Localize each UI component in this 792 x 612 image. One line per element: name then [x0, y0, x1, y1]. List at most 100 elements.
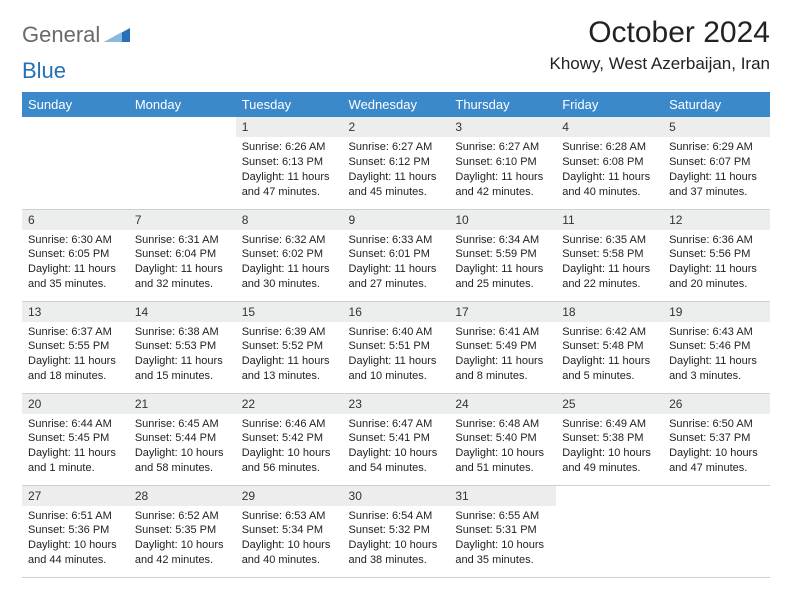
calendar-cell: 5Sunrise: 6:29 AMSunset: 6:07 PMDaylight… — [663, 117, 770, 209]
daylight-text: Daylight: 10 hours and 54 minutes. — [349, 446, 444, 476]
day-number: 5 — [663, 117, 770, 137]
calendar-cell: 15Sunrise: 6:39 AMSunset: 5:52 PMDayligh… — [236, 301, 343, 393]
calendar-cell: 26Sunrise: 6:50 AMSunset: 5:37 PMDayligh… — [663, 393, 770, 485]
logo: General — [22, 22, 132, 48]
day-body: Sunrise: 6:42 AMSunset: 5:48 PMDaylight:… — [556, 322, 663, 388]
day-number: 4 — [556, 117, 663, 137]
sunrise-text: Sunrise: 6:37 AM — [28, 325, 123, 340]
day-body: Sunrise: 6:32 AMSunset: 6:02 PMDaylight:… — [236, 230, 343, 296]
day-body: Sunrise: 6:37 AMSunset: 5:55 PMDaylight:… — [22, 322, 129, 388]
day-number: 16 — [343, 302, 450, 322]
calendar-cell: 30Sunrise: 6:54 AMSunset: 5:32 PMDayligh… — [343, 485, 450, 577]
day-body: Sunrise: 6:27 AMSunset: 6:10 PMDaylight:… — [449, 137, 556, 203]
daylight-text: Daylight: 11 hours and 1 minute. — [28, 446, 123, 476]
calendar-cell: 19Sunrise: 6:43 AMSunset: 5:46 PMDayligh… — [663, 301, 770, 393]
day-body: Sunrise: 6:28 AMSunset: 6:08 PMDaylight:… — [556, 137, 663, 203]
calendar-cell: 24Sunrise: 6:48 AMSunset: 5:40 PMDayligh… — [449, 393, 556, 485]
sunset-text: Sunset: 5:42 PM — [242, 431, 337, 446]
day-number: 19 — [663, 302, 770, 322]
day-body: Sunrise: 6:46 AMSunset: 5:42 PMDaylight:… — [236, 414, 343, 480]
day-number: 31 — [449, 486, 556, 506]
day-body: Sunrise: 6:45 AMSunset: 5:44 PMDaylight:… — [129, 414, 236, 480]
weekday-header: Thursday — [449, 92, 556, 117]
day-number: 26 — [663, 394, 770, 414]
calendar-head: SundayMondayTuesdayWednesdayThursdayFrid… — [22, 92, 770, 117]
sunset-text: Sunset: 5:52 PM — [242, 339, 337, 354]
daylight-text: Daylight: 11 hours and 27 minutes. — [349, 262, 444, 292]
daylight-text: Daylight: 11 hours and 45 minutes. — [349, 170, 444, 200]
daylight-text: Daylight: 10 hours and 44 minutes. — [28, 538, 123, 568]
sunset-text: Sunset: 5:55 PM — [28, 339, 123, 354]
calendar-cell: 31Sunrise: 6:55 AMSunset: 5:31 PMDayligh… — [449, 485, 556, 577]
daylight-text: Daylight: 11 hours and 25 minutes. — [455, 262, 550, 292]
calendar-cell: 9Sunrise: 6:33 AMSunset: 6:01 PMDaylight… — [343, 209, 450, 301]
calendar-cell: 23Sunrise: 6:47 AMSunset: 5:41 PMDayligh… — [343, 393, 450, 485]
day-number: 7 — [129, 210, 236, 230]
day-number: 30 — [343, 486, 450, 506]
daylight-text: Daylight: 11 hours and 30 minutes. — [242, 262, 337, 292]
daylight-text: Daylight: 10 hours and 58 minutes. — [135, 446, 230, 476]
sunrise-text: Sunrise: 6:30 AM — [28, 233, 123, 248]
daylight-text: Daylight: 11 hours and 35 minutes. — [28, 262, 123, 292]
sunset-text: Sunset: 5:46 PM — [669, 339, 764, 354]
sunrise-text: Sunrise: 6:50 AM — [669, 417, 764, 432]
day-number: 8 — [236, 210, 343, 230]
daylight-text: Daylight: 10 hours and 42 minutes. — [135, 538, 230, 568]
day-number: 12 — [663, 210, 770, 230]
sunset-text: Sunset: 5:48 PM — [562, 339, 657, 354]
day-body: Sunrise: 6:41 AMSunset: 5:49 PMDaylight:… — [449, 322, 556, 388]
calendar-cell: 2Sunrise: 6:27 AMSunset: 6:12 PMDaylight… — [343, 117, 450, 209]
day-body: Sunrise: 6:27 AMSunset: 6:12 PMDaylight:… — [343, 137, 450, 203]
day-body: Sunrise: 6:44 AMSunset: 5:45 PMDaylight:… — [22, 414, 129, 480]
calendar-cell: 12Sunrise: 6:36 AMSunset: 5:56 PMDayligh… — [663, 209, 770, 301]
calendar-cell: 4Sunrise: 6:28 AMSunset: 6:08 PMDaylight… — [556, 117, 663, 209]
sunset-text: Sunset: 5:32 PM — [349, 523, 444, 538]
sunrise-text: Sunrise: 6:40 AM — [349, 325, 444, 340]
sunset-text: Sunset: 6:07 PM — [669, 155, 764, 170]
sunrise-text: Sunrise: 6:45 AM — [135, 417, 230, 432]
sunset-text: Sunset: 6:08 PM — [562, 155, 657, 170]
weekday-header: Tuesday — [236, 92, 343, 117]
day-number: 28 — [129, 486, 236, 506]
day-number: 29 — [236, 486, 343, 506]
daylight-text: Daylight: 11 hours and 10 minutes. — [349, 354, 444, 384]
daylight-text: Daylight: 11 hours and 8 minutes. — [455, 354, 550, 384]
day-body: Sunrise: 6:31 AMSunset: 6:04 PMDaylight:… — [129, 230, 236, 296]
sunset-text: Sunset: 6:05 PM — [28, 247, 123, 262]
day-body: Sunrise: 6:47 AMSunset: 5:41 PMDaylight:… — [343, 414, 450, 480]
sunrise-text: Sunrise: 6:27 AM — [349, 140, 444, 155]
sunrise-text: Sunrise: 6:51 AM — [28, 509, 123, 524]
calendar-cell: 28Sunrise: 6:52 AMSunset: 5:35 PMDayligh… — [129, 485, 236, 577]
calendar-cell: 14Sunrise: 6:38 AMSunset: 5:53 PMDayligh… — [129, 301, 236, 393]
calendar-cell: 6Sunrise: 6:30 AMSunset: 6:05 PMDaylight… — [22, 209, 129, 301]
day-body: Sunrise: 6:29 AMSunset: 6:07 PMDaylight:… — [663, 137, 770, 203]
sunset-text: Sunset: 5:56 PM — [669, 247, 764, 262]
sunrise-text: Sunrise: 6:32 AM — [242, 233, 337, 248]
calendar-cell: 21Sunrise: 6:45 AMSunset: 5:44 PMDayligh… — [129, 393, 236, 485]
calendar-cell — [556, 485, 663, 577]
day-number: 11 — [556, 210, 663, 230]
day-number: 17 — [449, 302, 556, 322]
sunset-text: Sunset: 5:45 PM — [28, 431, 123, 446]
calendar-cell: 17Sunrise: 6:41 AMSunset: 5:49 PMDayligh… — [449, 301, 556, 393]
sunrise-text: Sunrise: 6:34 AM — [455, 233, 550, 248]
daylight-text: Daylight: 10 hours and 40 minutes. — [242, 538, 337, 568]
calendar-cell: 11Sunrise: 6:35 AMSunset: 5:58 PMDayligh… — [556, 209, 663, 301]
sunset-text: Sunset: 6:13 PM — [242, 155, 337, 170]
sunrise-text: Sunrise: 6:48 AM — [455, 417, 550, 432]
day-body: Sunrise: 6:34 AMSunset: 5:59 PMDaylight:… — [449, 230, 556, 296]
day-number: 9 — [343, 210, 450, 230]
calendar-body: 1Sunrise: 6:26 AMSunset: 6:13 PMDaylight… — [22, 117, 770, 577]
day-body: Sunrise: 6:35 AMSunset: 5:58 PMDaylight:… — [556, 230, 663, 296]
calendar-cell: 25Sunrise: 6:49 AMSunset: 5:38 PMDayligh… — [556, 393, 663, 485]
daylight-text: Daylight: 11 hours and 5 minutes. — [562, 354, 657, 384]
calendar-row: 6Sunrise: 6:30 AMSunset: 6:05 PMDaylight… — [22, 209, 770, 301]
page-title: October 2024 — [550, 16, 770, 50]
sunset-text: Sunset: 5:53 PM — [135, 339, 230, 354]
triangle-icon — [104, 24, 130, 47]
weekday-header: Sunday — [22, 92, 129, 117]
sunset-text: Sunset: 6:12 PM — [349, 155, 444, 170]
calendar-cell: 1Sunrise: 6:26 AMSunset: 6:13 PMDaylight… — [236, 117, 343, 209]
sunrise-text: Sunrise: 6:44 AM — [28, 417, 123, 432]
day-number: 10 — [449, 210, 556, 230]
